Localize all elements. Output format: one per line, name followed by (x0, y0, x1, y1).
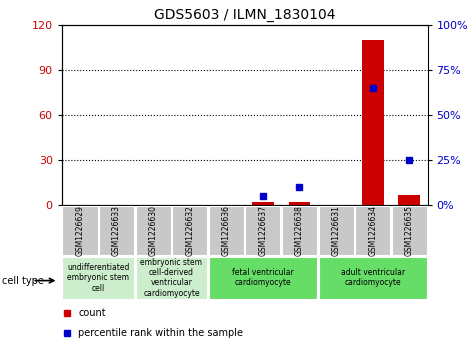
Bar (361, 40, 384, 205)
Text: GSM1226637: GSM1226637 (258, 205, 267, 256)
Bar (209, 205, 244, 256)
Text: GSM1226634: GSM1226634 (368, 205, 377, 256)
Bar (288, 202, 311, 205)
Bar (282, 205, 317, 256)
Text: embryonic stem
cell-derived
ventricular
cardiomyocyte: embryonic stem cell-derived ventricular … (141, 258, 202, 298)
Text: GSM1226638: GSM1226638 (295, 205, 304, 256)
Text: percentile rank within the sample: percentile rank within the sample (78, 328, 243, 338)
Title: GDS5603 / ILMN_1830104: GDS5603 / ILMN_1830104 (154, 8, 335, 22)
Bar (99, 205, 134, 256)
Bar (319, 205, 353, 256)
Text: undifferentiated
embryonic stem
cell: undifferentiated embryonic stem cell (67, 263, 130, 293)
Bar (136, 257, 207, 299)
Bar (63, 257, 134, 299)
Bar (209, 257, 317, 299)
Text: GSM1226631: GSM1226631 (332, 205, 341, 256)
Text: GSM1226635: GSM1226635 (405, 205, 414, 256)
Text: adult ventricular
cardiomyocyte: adult ventricular cardiomyocyte (341, 268, 405, 287)
Text: count: count (78, 308, 106, 318)
Text: GSM1226629: GSM1226629 (76, 205, 85, 256)
Bar (398, 195, 420, 205)
Text: fetal ventricular
cardiomyocyte: fetal ventricular cardiomyocyte (232, 268, 294, 287)
Text: GSM1226632: GSM1226632 (185, 205, 194, 256)
Text: GSM1226633: GSM1226633 (112, 205, 121, 256)
Bar (172, 205, 207, 256)
Bar (63, 205, 97, 256)
Bar (136, 205, 171, 256)
Text: GSM1226630: GSM1226630 (149, 205, 158, 256)
Bar (355, 205, 390, 256)
Bar (246, 205, 280, 256)
Bar (319, 257, 427, 299)
Text: GSM1226636: GSM1226636 (222, 205, 231, 256)
Bar (252, 202, 274, 205)
Bar (392, 205, 427, 256)
Text: cell type: cell type (2, 276, 44, 286)
